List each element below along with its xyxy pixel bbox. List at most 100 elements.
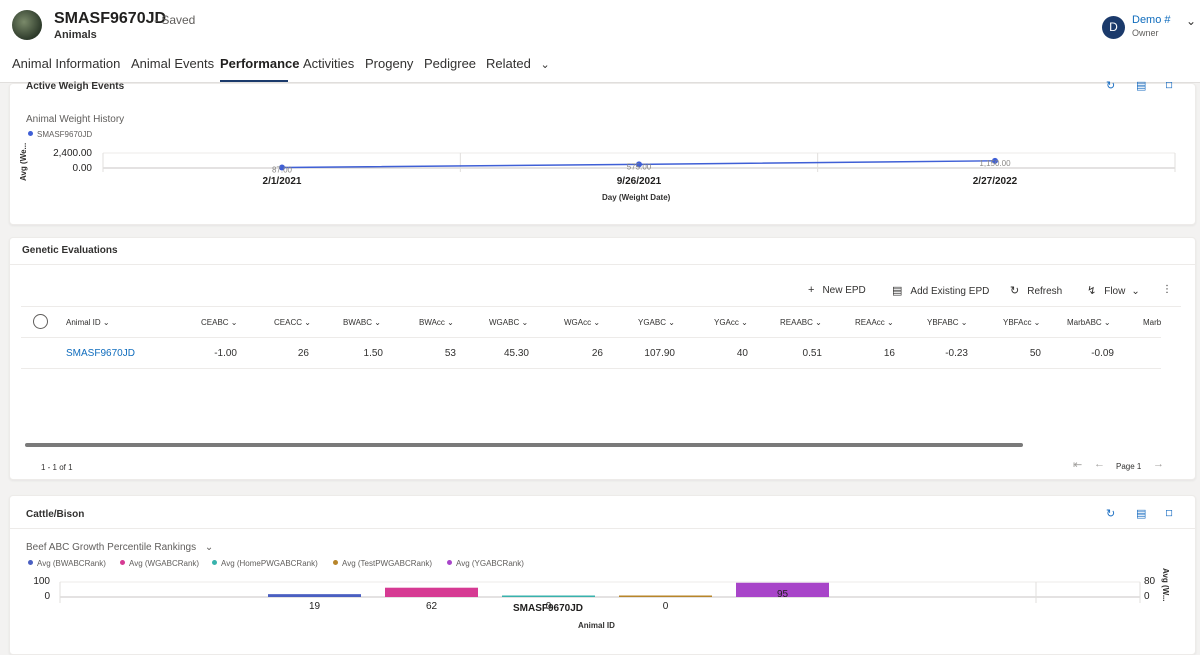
expand-icon[interactable]: ◽ [1165,79,1174,91]
tab-animal-events[interactable]: Animal Events [131,56,215,71]
weight-x-axis-label: Day (Weight Date) [602,193,671,202]
section-divider [9,264,1196,265]
owner-link[interactable]: Demo # [1132,14,1171,26]
column-header-ygacc[interactable]: YGAcc ⌄ [714,318,748,327]
grid-top-border [21,306,1181,307]
cell-ybfacc: 50 [1029,348,1041,359]
owner-role: Owner [1132,28,1159,38]
cell-wgabc: 45.30 [503,348,529,359]
clipboard-icon: ▤ [892,285,903,297]
plus-icon: + [808,284,815,296]
tab-related[interactable]: Related ⌄ [486,56,550,71]
animal-id-link[interactable]: SMASF9670JD [66,348,135,359]
record-title: SMASF9670JD [54,10,167,27]
new-epd-button[interactable]: + New EPD [808,284,866,296]
cell-ygabc: 107.90 [644,348,675,359]
ranking-y-top: 100 [33,576,50,587]
flow-icon: ↯ [1087,285,1097,297]
ranking-category-label: SMASF9670JD [512,603,584,614]
weight-legend-label: SMASF9670JD [37,130,93,139]
weight-chart-title: Animal Weight History [26,114,125,125]
chevron-down-icon: ⌄ [204,542,214,553]
column-header-bwabc[interactable]: BWABC ⌄ [343,318,381,327]
add-existing-epd-button[interactable]: ▤ Add Existing EPD [892,284,989,297]
ranking-y-bottom: 0 [44,591,50,602]
column-header-wgabc[interactable]: WGABC ⌄ [489,318,529,327]
chevron-down-icon: ⌄ [1131,286,1140,297]
export-icon[interactable]: ▤ [1136,508,1147,520]
weigh-events-card [9,83,1196,225]
weight-legend-item[interactable]: SMASF9670JD [28,130,92,139]
refresh-icon: ↻ [1010,285,1020,297]
cell-ceabc: -1.00 [214,348,237,359]
column-header-ygabc[interactable]: YGABC ⌄ [638,318,675,327]
refresh-icon[interactable]: ↻ [1106,80,1116,92]
new-epd-label: New EPD [822,285,866,296]
ranking-y2-bottom: 0 [1144,591,1150,602]
cell-ygacc: 40 [736,348,748,359]
column-header-animal-id[interactable]: Animal ID ⌄ [66,318,110,327]
tab-related-label: Related [486,56,531,71]
tab-progeny[interactable]: Progeny [365,56,414,71]
ranking-y2-top: 80 [1144,576,1156,587]
column-header-marbabc[interactable]: MarbABC ⌄ [1067,318,1111,327]
cell-wgacc: 26 [591,348,603,359]
tab-performance[interactable]: Performance [220,56,300,71]
animal-avatar[interactable] [12,10,42,40]
cell-reaabc: 0.51 [802,348,822,359]
horizontal-scrollbar[interactable] [25,443,1023,447]
active-tab-indicator [220,80,288,82]
first-page-icon[interactable]: ⇤ [1073,459,1083,471]
weight-y-top: 2,400.00 [53,148,92,159]
next-page-icon[interactable]: → [1153,458,1164,470]
header-row-border [21,337,1161,338]
weigh-section-title: Active Weigh Events [26,81,125,92]
legend-dot-icon [212,560,217,565]
legend-item-bw[interactable]: Avg (BWABCRank) [28,559,106,568]
legend-item-wg[interactable]: Avg (WGABCRank) [120,559,199,568]
row-border [21,368,1161,369]
ranking-chart-title-text: Beef ABC Growth Percentile Rankings [26,542,197,553]
genetic-evaluations-card [9,237,1196,480]
column-header-reaabc[interactable]: REAABC ⌄ [780,318,822,327]
tab-animal-information[interactable]: Animal Information [12,56,121,71]
legend-dot-icon [120,560,125,565]
more-commands-icon[interactable]: ⋮ [1162,284,1172,295]
flow-label: Flow [1104,286,1126,297]
add-existing-label: Add Existing EPD [910,286,990,297]
refresh-icon[interactable]: ↻ [1106,508,1116,520]
legend-item-homepwg[interactable]: Avg (HomePWGABCRank) [212,559,318,568]
legend-item-testpwg[interactable]: Avg (TestPWGABCRank) [333,559,432,568]
flow-button[interactable]: ↯ Flow ⌄ [1087,284,1140,297]
column-header-ybfacc[interactable]: YBFAcc ⌄ [1003,318,1041,327]
tab-pedigree[interactable]: Pedigree [424,56,477,71]
column-header-ceacc[interactable]: CEACC ⌄ [274,318,311,327]
legend-item-yg[interactable]: Avg (YGABCRank) [447,559,524,568]
legend-dot-icon [447,560,452,565]
cell-bwabc: 1.50 [363,348,383,359]
refresh-button[interactable]: ↻ Refresh [1010,284,1062,297]
genetic-section-title: Genetic Evaluations [22,245,118,256]
previous-page-icon[interactable]: ← [1094,458,1105,470]
select-all-checkbox[interactable] [33,314,48,329]
owner-avatar[interactable]: D [1102,16,1125,39]
cell-marbabc: -0.09 [1091,348,1114,359]
expand-icon[interactable]: ◽ [1165,507,1174,519]
page-number: Page 1 [1116,462,1142,471]
ranking-y2-axis-label: Avg (W... [1161,568,1170,602]
chevron-down-icon[interactable]: ⌄ [1186,14,1197,28]
ranking-x-axis-label: Animal ID [578,621,615,630]
column-header-ybfabc[interactable]: YBFABC ⌄ [927,318,968,327]
weight-y-bottom: 0.00 [72,163,92,174]
column-header-wgacc[interactable]: WGAcc ⌄ [564,318,601,327]
column-header-bwacc[interactable]: BWAcc ⌄ [419,318,454,327]
cell-reaacc: 16 [883,348,895,359]
column-header-marb[interactable]: Marb [1143,318,1162,327]
ranking-chart-title[interactable]: Beef ABC Growth Percentile Rankings ⌄ [26,542,213,553]
entity-name: Animals [54,29,97,41]
cattle-section-title: Cattle/Bison [26,509,85,520]
column-header-reaacc[interactable]: REAAcc ⌄ [855,318,894,327]
tab-activities[interactable]: Activities [303,56,355,71]
export-icon[interactable]: ▤ [1136,80,1147,92]
column-header-ceabc[interactable]: CEABC ⌄ [201,318,238,327]
